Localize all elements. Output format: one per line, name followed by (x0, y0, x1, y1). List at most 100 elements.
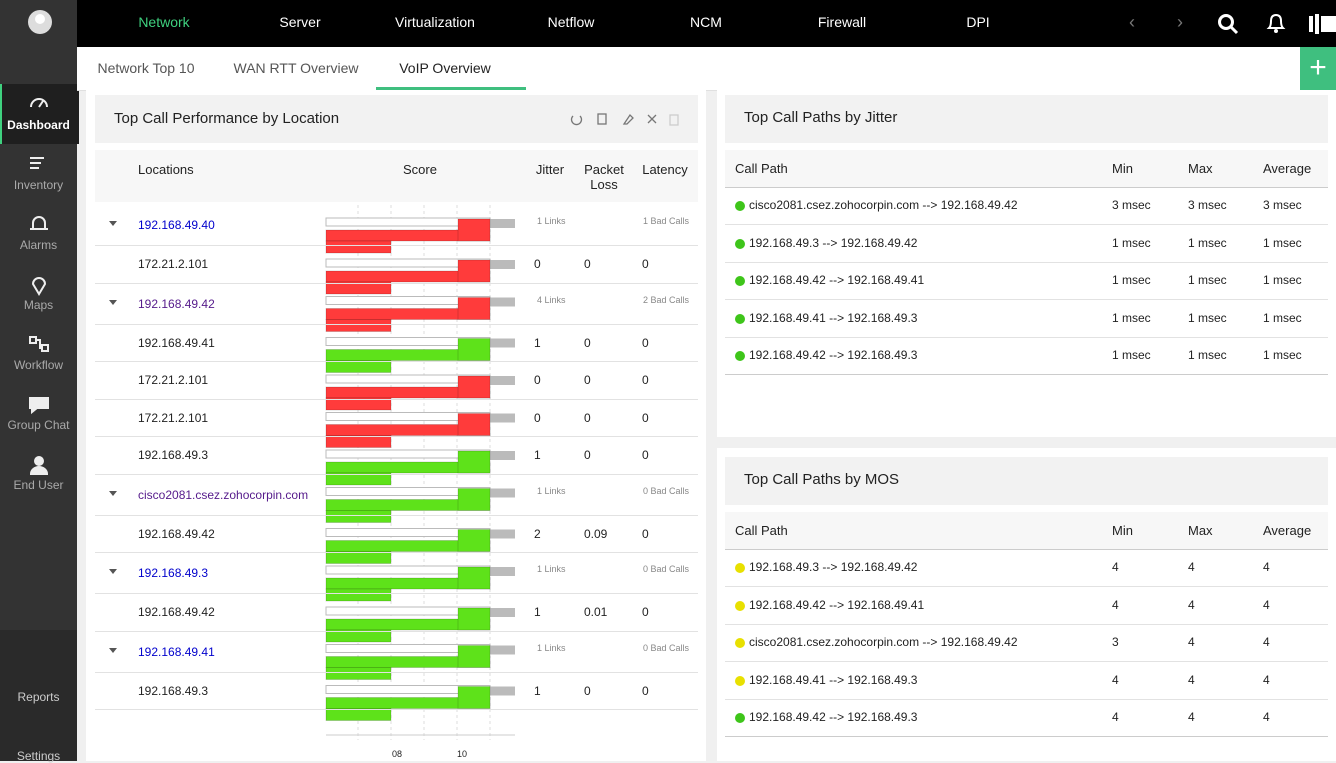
status-dot (735, 313, 745, 324)
score-peak (457, 529, 491, 552)
jitter: 1 (534, 335, 541, 350)
icon-shape (30, 98, 48, 108)
latency: 0 (642, 683, 649, 698)
table-header (95, 150, 698, 202)
tab[interactable]: WAN RTT Overview (233, 60, 359, 76)
expand-arrow[interactable] (109, 299, 117, 305)
sidebar-item[interactable]: Maps (23, 298, 54, 312)
links-count: 1 Links (537, 485, 566, 496)
sidebar-icon (31, 277, 47, 296)
sidebar-item[interactable]: Group Chat (7, 418, 70, 432)
packet-loss: 0.01 (584, 605, 608, 619)
score-low (325, 240, 392, 254)
add-button[interactable]: + (1300, 47, 1336, 90)
cell-average: 4 (1263, 710, 1270, 724)
status-dot (735, 201, 745, 211)
nav-item[interactable]: Netflow (547, 14, 595, 30)
score-max (490, 297, 515, 307)
row-divider (95, 282, 698, 284)
cell-path: 192.168.49.42 --> 192.168.49.3 (749, 348, 918, 362)
location-link[interactable]: cisco2081.csez.zohocorpin.com (138, 487, 309, 502)
links-count: 1 Links (537, 564, 566, 574)
sidebar-icon (30, 216, 48, 230)
icon-shape (30, 216, 48, 230)
cell-min: 1 msec (1112, 235, 1151, 250)
cell-max: 1 msec (1188, 273, 1227, 287)
nav-next[interactable]: › (1177, 12, 1183, 32)
jitter: 1 (534, 605, 541, 619)
child-location: 192.168.49.42 (138, 605, 215, 619)
row-divider (95, 323, 698, 325)
cell-max: 4 (1188, 560, 1195, 574)
packet-loss: 0 (584, 335, 591, 350)
child-location: 172.21.2.101 (138, 257, 209, 271)
sidebar-item[interactable]: Inventory (13, 178, 64, 192)
location-link[interactable]: 192.168.49.40 (138, 218, 215, 232)
latency: 0 (642, 257, 649, 271)
icon-shape (29, 456, 49, 475)
status-dot (735, 638, 745, 648)
sidebar-icon (30, 98, 48, 108)
packet-loss: 0.09 (584, 526, 608, 541)
nav-prev[interactable]: ‹ (1129, 12, 1135, 32)
location-link[interactable]: 192.168.49.41 (138, 644, 215, 659)
column-header: Min (1112, 523, 1133, 538)
cell-min: 3 msec (1112, 198, 1151, 212)
sidebar-item[interactable]: Dashboard (7, 118, 70, 132)
nav-item[interactable]: Network (138, 14, 190, 30)
jitter: 0 (534, 257, 541, 271)
nav-item[interactable]: Virtualization (395, 14, 475, 30)
tab[interactable]: Network Top 10 (97, 60, 195, 76)
row-divider (95, 593, 698, 594)
score-max (490, 529, 515, 539)
row-divider (95, 245, 698, 246)
sidebar-item[interactable]: Workflow (13, 358, 64, 372)
widget-title: Top Call Paths by MOS (744, 471, 900, 488)
sidebar-icon (29, 336, 49, 352)
status-dot (735, 238, 745, 249)
sidebar-item[interactable]: Settings (16, 749, 61, 763)
location-link[interactable]: 192.168.49.3 (138, 566, 209, 580)
search-icon[interactable] (1217, 13, 1239, 35)
cell-path: 192.168.49.3 --> 192.168.49.42 (749, 560, 918, 574)
score-max (490, 451, 515, 460)
widget-header: Top Call Performance by Location (95, 95, 698, 143)
column-header: Call Path (735, 523, 788, 538)
row-divider (95, 514, 698, 516)
sidebar-item[interactable]: End User (13, 478, 64, 492)
cell-min: 4 (1112, 560, 1119, 574)
sidebar-item[interactable]: Alarms (19, 238, 58, 252)
score-peak (457, 413, 491, 436)
nav-item[interactable]: DPI (966, 14, 990, 30)
bad-calls: 0 Bad Calls (643, 485, 690, 496)
nav-item[interactable]: NCM (690, 14, 722, 30)
location-link[interactable]: 192.168.49.42 (138, 296, 215, 311)
column-header: Average (1263, 523, 1312, 538)
panel-icon[interactable] (1307, 14, 1336, 34)
nav-item[interactable]: Firewall (817, 14, 867, 30)
child-location: 192.168.49.3 (138, 448, 209, 462)
score-peak (457, 686, 491, 709)
row-divider (95, 398, 698, 400)
score-low (325, 667, 392, 680)
jitter: 2 (534, 526, 541, 541)
cell-path: 192.168.49.41 --> 192.168.49.3 (749, 672, 918, 687)
score-peak (457, 566, 491, 590)
expand-arrow[interactable] (109, 221, 117, 226)
bell-icon[interactable] (1265, 12, 1287, 34)
expand-arrow[interactable] (109, 490, 117, 496)
sidebar-item[interactable]: Reports (17, 690, 60, 704)
avatar[interactable] (28, 10, 52, 34)
widget-actions[interactable] (570, 112, 682, 126)
nav-item[interactable]: Server (279, 14, 321, 30)
tab-bar: + (77, 47, 1336, 91)
status-dot (735, 713, 745, 723)
expand-arrow[interactable] (109, 647, 117, 653)
cell-average: 1 msec (1263, 235, 1302, 250)
cell-average: 1 msec (1263, 348, 1302, 362)
sidebar-icon (30, 157, 44, 169)
tab[interactable]: VoIP Overview (399, 60, 491, 76)
jitter: 0 (534, 373, 541, 387)
expand-arrow[interactable] (109, 569, 117, 574)
